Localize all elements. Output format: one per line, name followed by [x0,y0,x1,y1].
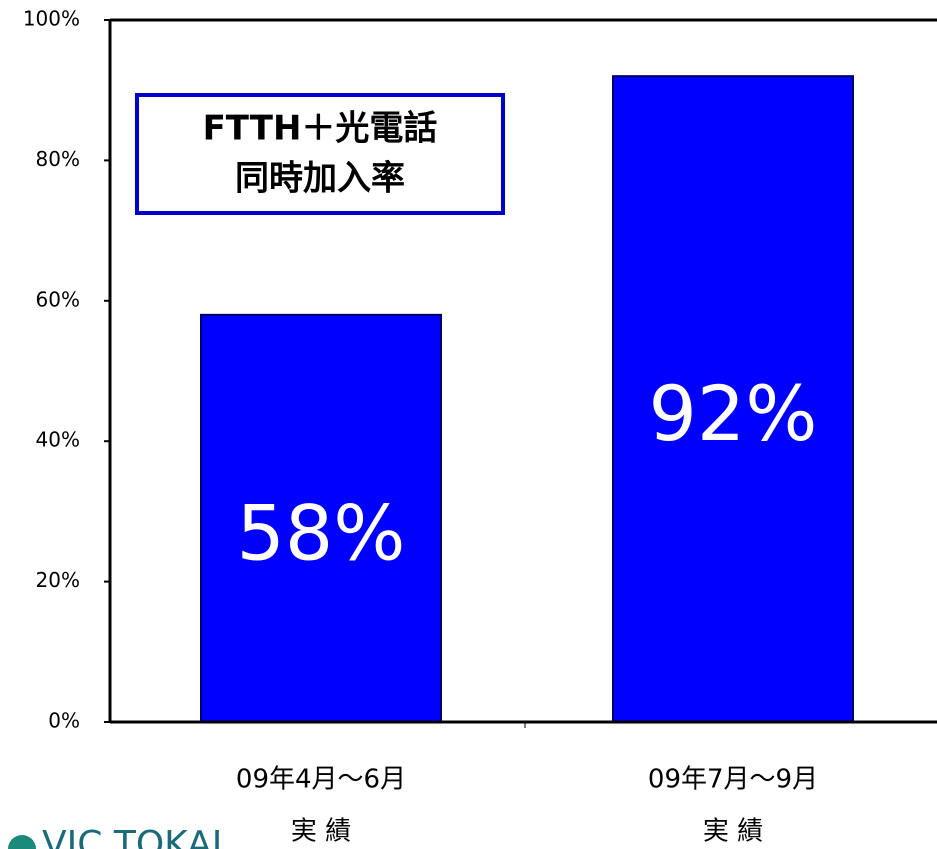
x-tick-label: 09年7月～9月 [648,765,818,795]
logo-icon [8,835,36,849]
bar [612,75,854,724]
annotation-box [135,93,505,215]
y-tick-label: 100% [23,7,80,31]
x-tick-label: 実 績 [291,817,351,847]
bar [200,313,442,723]
annotation-line: FTTH＋光電話 [203,109,438,149]
y-tick-label: 20% [36,568,80,592]
annotation-line: 同時加入率 [235,159,405,199]
y-tick-label: 60% [36,287,80,311]
y-tick-label: 0% [48,709,80,733]
footer-logo: VIC TOKAI [42,824,222,849]
data-label: 92% [649,369,818,458]
x-tick-label: 09年4月～6月 [236,765,406,795]
y-tick-label: 80% [36,147,80,171]
y-tick-label: 40% [36,428,80,452]
x-tick-label: 実 績 [703,817,763,847]
data-label: 58% [237,488,406,577]
